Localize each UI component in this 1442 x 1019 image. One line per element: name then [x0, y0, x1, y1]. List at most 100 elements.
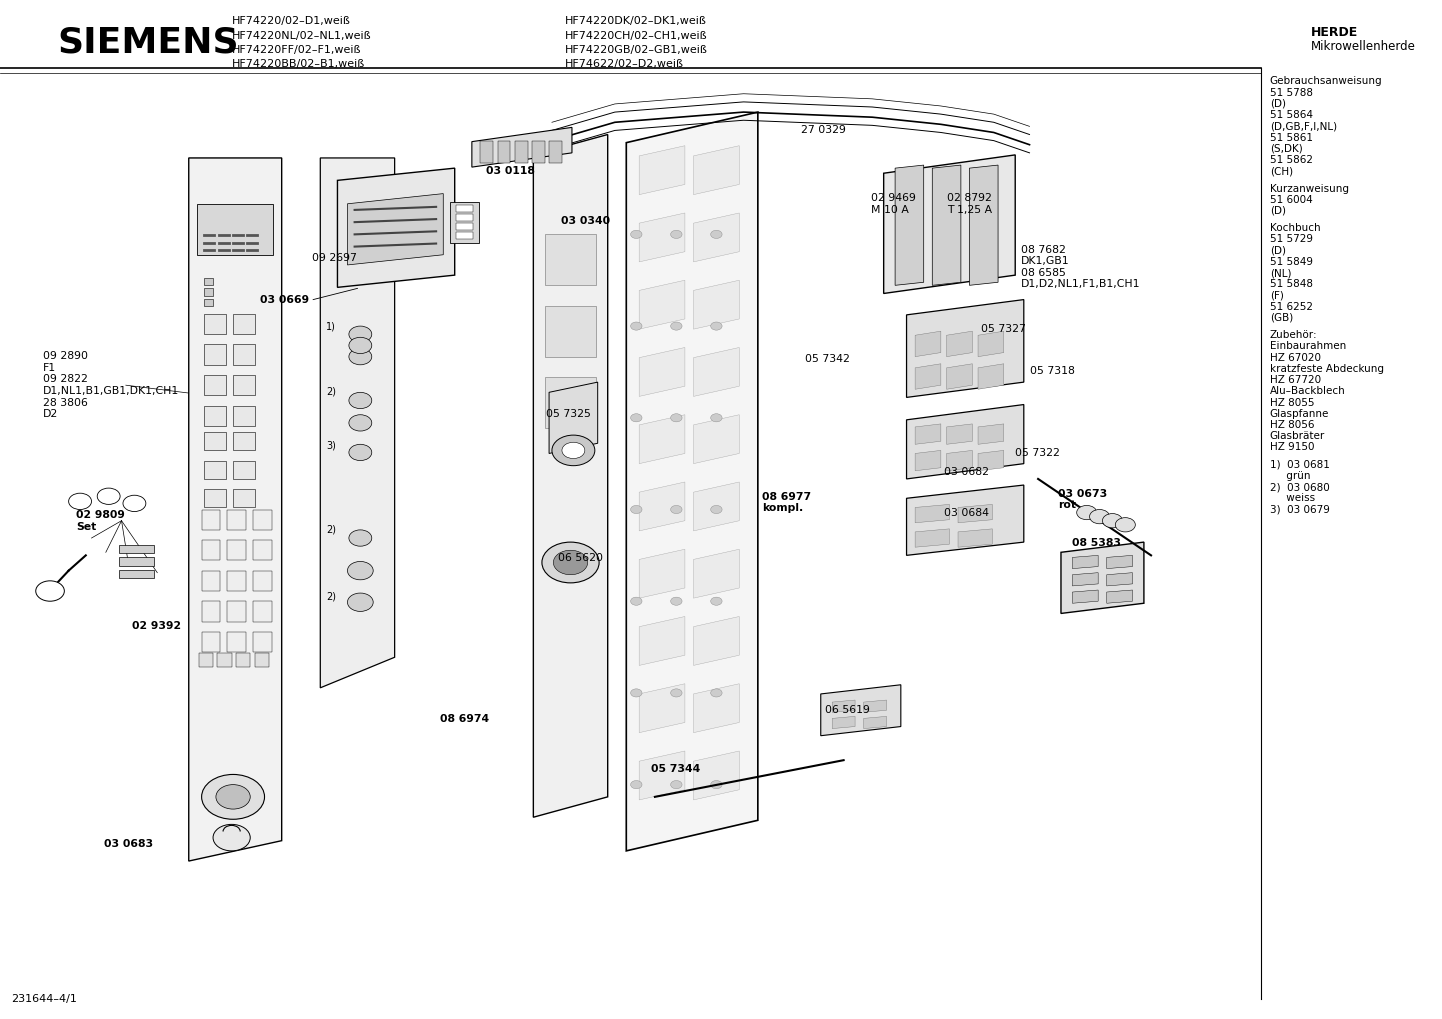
Circle shape	[36, 581, 65, 601]
Circle shape	[630, 597, 642, 605]
Bar	[234, 344, 255, 365]
Text: 03 0669: 03 0669	[260, 294, 310, 305]
Bar	[234, 489, 255, 507]
Text: 51 6252: 51 6252	[1270, 302, 1312, 312]
Text: HZ 9150: HZ 9150	[1270, 442, 1314, 452]
Circle shape	[671, 597, 682, 605]
Text: 03 0340: 03 0340	[561, 216, 610, 226]
Text: 05 7325: 05 7325	[547, 409, 591, 419]
Polygon shape	[916, 364, 940, 389]
Text: 02 9392: 02 9392	[131, 621, 180, 631]
Text: 03 0682: 03 0682	[943, 467, 989, 477]
Text: (NL): (NL)	[1270, 268, 1291, 278]
Circle shape	[542, 542, 598, 583]
Text: 09 2890
F1
09 2822
D1,NL1,B1,GB1,DK1,CH1
28 3806
D2: 09 2890 F1 09 2822 D1,NL1,B1,GB1,DK1,CH1…	[43, 352, 179, 419]
Polygon shape	[472, 127, 572, 167]
Polygon shape	[946, 331, 972, 357]
Text: HF74220DK/02–DK1,weiß
HF74220CH/02–CH1,weiß
HF74220GB/02–GB1,weiß
HF74622/02–D2,: HF74220DK/02–DK1,weiß HF74220CH/02–CH1,w…	[565, 16, 708, 69]
Bar	[456, 205, 473, 212]
Bar	[205, 288, 213, 296]
Text: 05 7318: 05 7318	[1030, 366, 1074, 376]
Bar	[234, 461, 255, 479]
Circle shape	[202, 774, 264, 819]
Circle shape	[630, 689, 642, 697]
Text: 02 8792
T 1,25 A: 02 8792 T 1,25 A	[946, 193, 992, 215]
Text: Glasbräter: Glasbräter	[1270, 431, 1325, 441]
Bar	[255, 653, 268, 667]
Text: Kurzanweisung: Kurzanweisung	[1270, 183, 1348, 194]
Text: 2): 2)	[326, 525, 336, 535]
Text: (CH): (CH)	[1270, 166, 1293, 176]
Bar	[118, 570, 154, 578]
Circle shape	[213, 824, 251, 851]
Polygon shape	[933, 165, 960, 285]
Bar	[254, 632, 271, 652]
Bar	[202, 601, 221, 622]
Polygon shape	[639, 415, 685, 464]
Text: 03 0673
rot: 03 0673 rot	[1058, 488, 1107, 511]
Polygon shape	[639, 549, 685, 598]
Text: 231644–4/1: 231644–4/1	[12, 994, 78, 1004]
Polygon shape	[864, 716, 887, 729]
Bar	[234, 314, 255, 334]
Polygon shape	[864, 700, 887, 712]
Circle shape	[216, 785, 251, 809]
Bar	[456, 214, 473, 221]
Text: (F): (F)	[1270, 290, 1283, 301]
Text: 3): 3)	[326, 440, 336, 450]
Text: 08 6974: 08 6974	[440, 714, 489, 725]
Text: 03 0684: 03 0684	[943, 507, 989, 518]
Bar	[234, 432, 255, 450]
Polygon shape	[694, 280, 740, 329]
Text: 3)  03 0679: 3) 03 0679	[1270, 504, 1330, 515]
Polygon shape	[639, 146, 685, 195]
Polygon shape	[832, 700, 855, 712]
Bar	[205, 406, 226, 426]
Polygon shape	[639, 482, 685, 531]
Polygon shape	[884, 155, 1015, 293]
Circle shape	[349, 415, 372, 431]
Polygon shape	[694, 616, 740, 665]
Circle shape	[630, 322, 642, 330]
Text: 2)  03 0680: 2) 03 0680	[1270, 482, 1330, 492]
Bar	[218, 653, 232, 667]
Polygon shape	[1106, 555, 1132, 569]
Bar	[456, 232, 473, 239]
Text: 2): 2)	[326, 386, 336, 396]
Polygon shape	[820, 685, 901, 736]
Bar	[202, 632, 221, 652]
Polygon shape	[534, 135, 607, 817]
Polygon shape	[946, 450, 972, 471]
Bar	[205, 344, 226, 365]
Polygon shape	[916, 331, 940, 357]
Bar	[545, 234, 596, 285]
Circle shape	[349, 348, 372, 365]
Text: Zubehör:: Zubehör:	[1270, 330, 1318, 340]
Text: (D): (D)	[1270, 206, 1286, 216]
Polygon shape	[694, 482, 740, 531]
Circle shape	[123, 495, 146, 512]
Polygon shape	[337, 168, 454, 287]
Circle shape	[671, 322, 682, 330]
Text: Einbaurahmen: Einbaurahmen	[1270, 341, 1345, 352]
Circle shape	[97, 488, 120, 504]
Polygon shape	[907, 405, 1024, 479]
Text: Kochbuch: Kochbuch	[1270, 223, 1321, 233]
Polygon shape	[957, 504, 992, 523]
Polygon shape	[916, 529, 949, 547]
Polygon shape	[946, 364, 972, 389]
Text: 02 9469
M 10 A: 02 9469 M 10 A	[871, 193, 916, 215]
Polygon shape	[1061, 542, 1144, 613]
Bar	[545, 306, 596, 357]
Bar	[228, 571, 247, 591]
Polygon shape	[549, 382, 597, 453]
Text: 1)  03 0681: 1) 03 0681	[1270, 460, 1330, 470]
Polygon shape	[320, 158, 395, 688]
Circle shape	[671, 505, 682, 514]
Text: 1): 1)	[326, 321, 336, 331]
Text: 03 0683: 03 0683	[104, 839, 153, 849]
Text: (D): (D)	[1270, 99, 1286, 109]
Text: HF74220/02–D1,weiß
HF74220NL/02–NL1,weiß
HF74220FF/02–F1,weiß
HF74220BB/02–B1,we: HF74220/02–D1,weiß HF74220NL/02–NL1,weiß…	[232, 16, 371, 69]
Bar	[205, 278, 213, 285]
Bar	[254, 571, 271, 591]
